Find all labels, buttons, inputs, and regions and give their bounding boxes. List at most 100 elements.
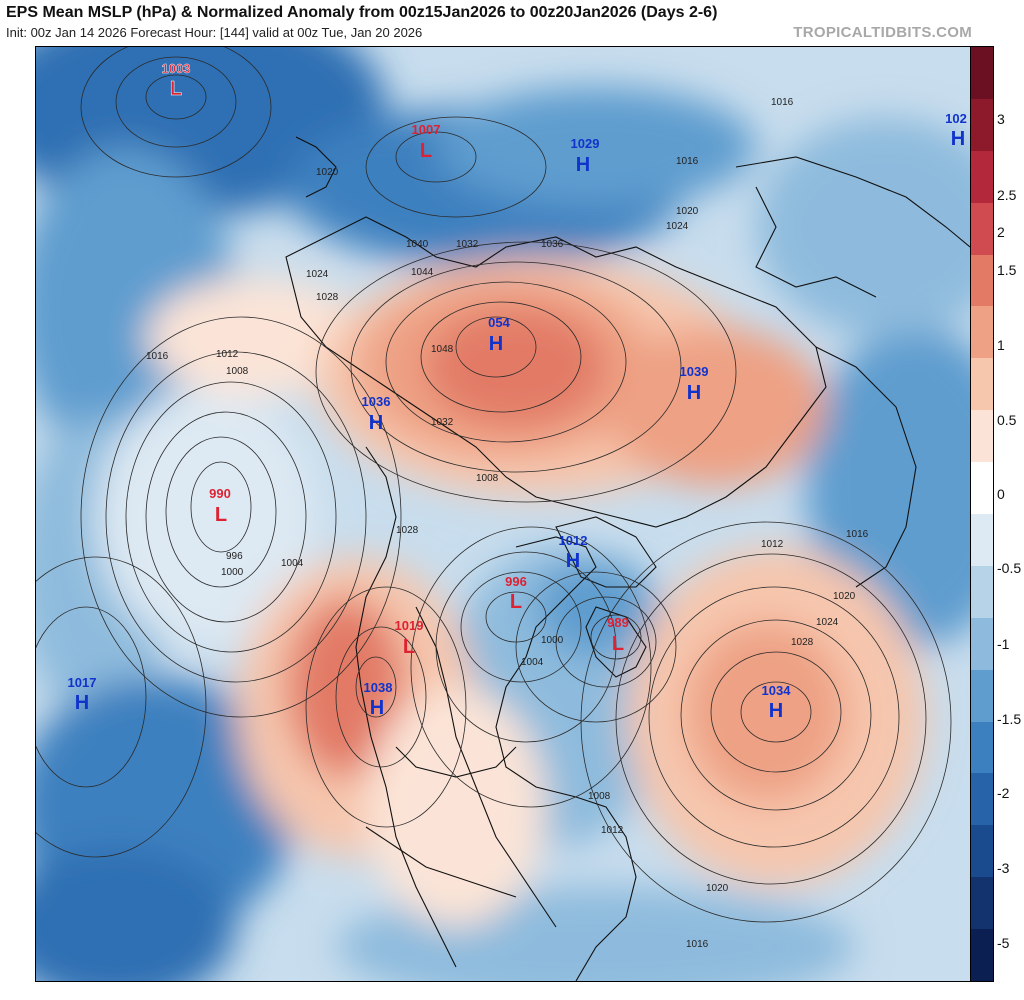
colorbar-segment	[971, 202, 993, 256]
pressure-centers: 1003 L 1007 L 1029 H 102 H 054 H 1039 H	[68, 61, 967, 722]
isobar-label: 1032	[456, 239, 479, 250]
svg-text:L: L	[510, 591, 522, 613]
svg-text:1039: 1039	[680, 364, 709, 379]
isobar-label: 1012	[761, 539, 784, 550]
svg-text:L: L	[403, 636, 415, 658]
colorbar-tick-label: 3	[997, 111, 1005, 127]
colorbar-segment	[971, 462, 993, 515]
low-center: 1019 L	[395, 618, 424, 658]
isobar-label: 1008	[226, 366, 249, 377]
isobar-label: 1020	[833, 591, 856, 602]
isobar-label: 1004	[281, 558, 304, 569]
isobar-label: 1024	[306, 269, 329, 280]
isobar-label: 1016	[676, 156, 699, 167]
low-center: 990 L	[209, 486, 231, 526]
colorbar-tick-label: -0.5	[997, 560, 1022, 576]
colorbar-segment	[971, 410, 993, 463]
colorbar-segment	[971, 150, 993, 204]
svg-text:1007: 1007	[412, 122, 441, 137]
isobar-label: 1020	[676, 206, 699, 217]
high-center: 1017 H	[68, 675, 97, 714]
colorbar-tick-label: 2	[997, 224, 1005, 240]
anomaly-colorbar	[970, 46, 994, 982]
svg-text:054: 054	[488, 315, 510, 330]
svg-text:H: H	[75, 692, 89, 714]
svg-text:H: H	[687, 382, 701, 404]
isobar-label: 1008	[476, 473, 499, 484]
colorbar-tick-label: -3	[997, 860, 1010, 876]
map-title: EPS Mean MSLP (hPa) & Normalized Anomaly…	[6, 4, 718, 21]
isobars	[36, 47, 952, 923]
svg-text:H: H	[566, 550, 580, 572]
colorbar-segment	[971, 358, 993, 411]
forecast-map: 1012 1016 1016 1020 1024 1028 1032 1036 …	[35, 46, 971, 982]
colorbar-segment	[971, 825, 993, 878]
svg-text:H: H	[951, 128, 965, 150]
colorbar-segment	[971, 617, 993, 671]
isobar-label: 1044	[411, 267, 434, 278]
svg-text:H: H	[576, 154, 590, 176]
isobar-label: 1008	[588, 791, 611, 802]
anomaly-shading	[36, 47, 970, 981]
isobar-label: 1016	[846, 529, 869, 540]
isobar-label: 1016	[771, 97, 794, 108]
svg-text:996: 996	[505, 574, 527, 589]
isobar-label: 1028	[316, 292, 339, 303]
colorbar-segment	[971, 721, 993, 774]
colorbar-tick-label: -2	[997, 785, 1010, 801]
colorbar-segment	[971, 514, 993, 567]
svg-text:1038: 1038	[364, 680, 393, 695]
high-center: 1034 H	[762, 683, 792, 722]
svg-text:H: H	[769, 700, 783, 722]
colorbar-segment	[971, 254, 993, 307]
isobar-label: 1024	[666, 221, 689, 232]
map-subtitle: Init: 00z Jan 14 2026 Forecast Hour: [14…	[6, 25, 423, 40]
isobar-label: 1016	[146, 351, 169, 362]
svg-text:1034: 1034	[762, 683, 792, 698]
svg-text:1019: 1019	[395, 618, 424, 633]
colorbar-tick-label: 0	[997, 486, 1005, 502]
svg-text:H: H	[369, 412, 383, 434]
isobar-label: 1000	[541, 635, 564, 646]
colorbar-tick-label: 0.5	[997, 412, 1017, 428]
isobar-label: 1016	[686, 939, 709, 950]
colorbar-segment	[971, 565, 993, 619]
isobar-label: 1012	[216, 349, 239, 360]
svg-text:102: 102	[945, 111, 967, 126]
coastlines	[285, 136, 970, 981]
svg-text:1029: 1029	[571, 136, 600, 151]
isobar-label: 1028	[396, 525, 419, 536]
isobar-label: 1012	[601, 825, 624, 836]
isobar-label: 1036	[541, 239, 564, 250]
colorbar-segment	[971, 877, 993, 930]
svg-text:1003: 1003	[162, 61, 191, 76]
isobar-label: 1024	[816, 617, 839, 628]
svg-text:L: L	[420, 140, 432, 162]
svg-text:1036: 1036	[362, 394, 391, 409]
high-center: 1036 H	[362, 394, 391, 434]
isobar-label: 1048	[431, 344, 454, 355]
low-center: 996 L	[505, 574, 527, 613]
high-center: 054 H	[488, 315, 510, 355]
colorbar-segment	[971, 98, 993, 152]
colorbar-tick-label: 2.5	[997, 187, 1017, 203]
colorbar-tick-label: -1	[997, 636, 1010, 652]
svg-text:L: L	[215, 504, 227, 526]
svg-text:1017: 1017	[68, 675, 97, 690]
colorbar-segment	[971, 773, 993, 826]
svg-text:L: L	[170, 78, 182, 100]
low-center: 1003 L	[161, 61, 191, 100]
isobar-label: 1000	[221, 567, 244, 578]
colorbar-segment	[971, 669, 993, 723]
isobar-label: 1040	[406, 239, 429, 250]
colorbar-segment	[971, 47, 993, 100]
isobar-label: 1028	[791, 637, 814, 648]
svg-text:H: H	[489, 333, 503, 355]
low-center: 989 L	[607, 615, 629, 655]
svg-text:990: 990	[209, 486, 231, 501]
colorbar-segment	[971, 306, 993, 359]
high-center: 1039 H	[680, 364, 709, 404]
isobar-label: 1032	[431, 417, 454, 428]
colorbar-tick-label: -1.5	[997, 711, 1022, 727]
high-center: 1038 H	[364, 680, 393, 719]
